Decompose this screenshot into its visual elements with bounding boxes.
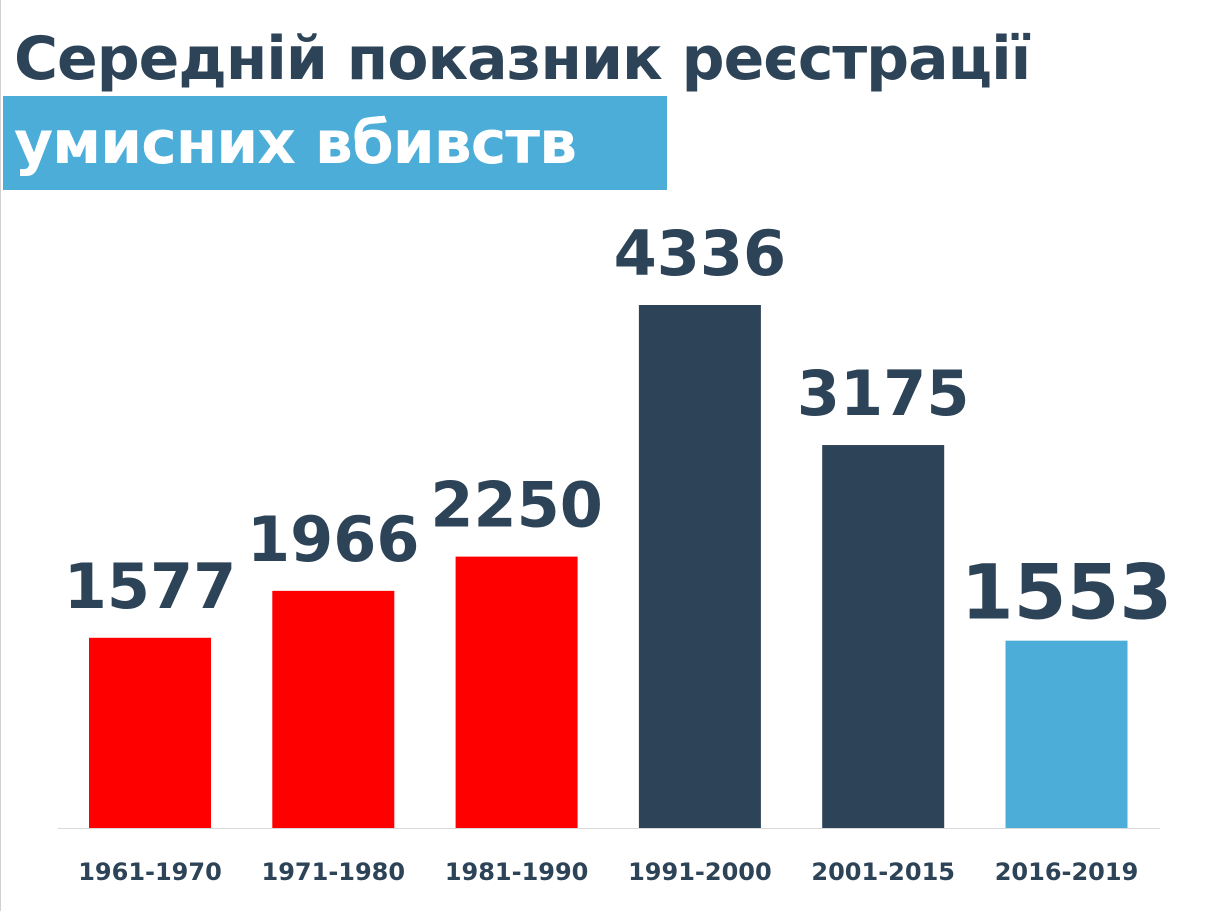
bar-2001-2015 — [822, 445, 945, 828]
value-label-2016-2019: 1553 — [961, 548, 1173, 637]
category-label-1991-2000: 1991-2000 — [628, 858, 772, 886]
value-label-1981-1990: 2250 — [430, 469, 603, 542]
value-label-2001-2015: 3175 — [797, 357, 970, 430]
value-label-1991-2000: 4336 — [614, 217, 787, 290]
chart-title-line-1: Середній показник реєстрації — [14, 24, 1031, 94]
bar-2016-2019 — [1005, 640, 1128, 828]
bars-group — [89, 305, 1128, 828]
title-highlight-band — [3, 96, 667, 190]
bar-1971-1980 — [272, 590, 395, 828]
value-label-1971-1980: 1966 — [247, 503, 420, 576]
category-labels-group: 1961-1970 1971-1980 1981-1990 1991-2000 2001… — [78, 858, 1138, 886]
bar-1961-1970 — [89, 637, 211, 828]
category-label-1971-1980: 1971-1980 — [262, 858, 406, 886]
category-label-2001-2015: 2001-2015 — [811, 858, 955, 886]
category-label-2016-2019: 2016-2019 — [995, 858, 1139, 886]
chart-title-line-2: умисних вбивств — [14, 108, 577, 178]
bar-1991-2000 — [638, 305, 761, 828]
value-label-1961-1970: 1577 — [64, 550, 237, 623]
category-label-1961-1970: 1961-1970 — [78, 858, 222, 886]
left-border — [0, 0, 1, 911]
bar-1981-1990 — [455, 556, 578, 828]
category-label-1981-1990: 1981-1990 — [445, 858, 589, 886]
